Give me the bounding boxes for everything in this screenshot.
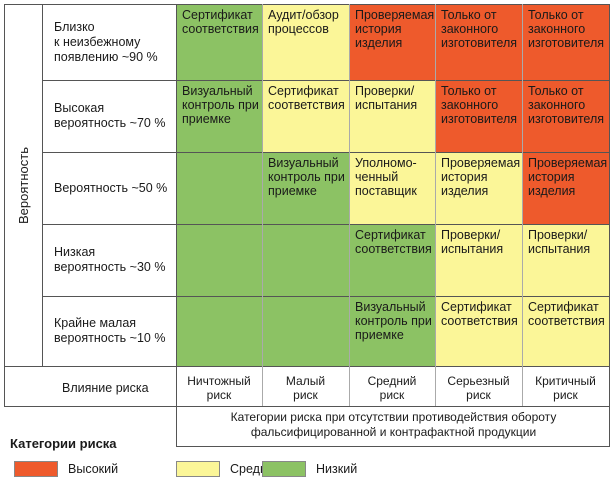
col-divider-4 <box>522 4 523 406</box>
matrix-cell: Проверки/ испытания <box>522 224 610 296</box>
matrix-cell: Только от законного изготовителя <box>435 4 522 80</box>
header-bottom-line <box>4 406 610 407</box>
matrix-cell: Проверяемая история изделия <box>349 4 435 80</box>
matrix-caption: Категории риска при отсутствии противоде… <box>230 410 557 439</box>
matrix-cell-text: Аудит/обзор процессов <box>268 8 339 36</box>
matrix-cell <box>176 296 262 366</box>
col-divider-1 <box>262 4 263 406</box>
matrix-cell-text: Проверки/ испытания <box>441 228 504 256</box>
matrix-cell: Проверяемая история изделия <box>435 152 522 224</box>
row-divider-4 <box>42 296 610 297</box>
row-label-10: Крайне малая вероятность ~10 % <box>54 316 166 345</box>
matrix-cell: Проверяемая история изделия <box>522 152 610 224</box>
matrix-cell <box>176 152 262 224</box>
column-header-minor: Малый риск <box>285 374 326 402</box>
matrix-left-line <box>176 4 177 446</box>
row-divider-2 <box>42 152 610 153</box>
matrix-cell: Только от законного изготовителя <box>522 4 610 80</box>
matrix-cell: Визуальный контроль при приемке <box>262 152 349 224</box>
legend-swatch-medium <box>176 461 220 477</box>
legend-swatch-high <box>14 461 58 477</box>
matrix-cell-text: Сертификат соответствия <box>355 228 432 256</box>
legend-swatch-low <box>262 461 306 477</box>
row-label-50: Вероятность ~50 % <box>54 180 168 195</box>
matrix-cell-text: Визуальный контроль при приемке <box>355 300 432 342</box>
matrix-cell-text: Проверки/ испытания <box>355 84 418 112</box>
matrix-cell-text: Сертификат соответствия <box>182 8 259 36</box>
matrix-cell: Проверки/ испытания <box>435 224 522 296</box>
matrix-cell: Аудит/обзор процессов <box>262 4 349 80</box>
matrix-cell-text: Сертификат соответствия <box>268 84 345 112</box>
matrix-cell: Сертификат соответствия <box>176 4 262 80</box>
matrix-cell <box>262 296 349 366</box>
matrix-cell: Только от законного изготовителя <box>522 80 610 152</box>
matrix-cell: Проверки/ испытания <box>349 80 435 152</box>
col-divider-3 <box>435 4 436 406</box>
matrix-cell-text: Только от законного изготовителя <box>528 84 605 126</box>
impact-label: Влияние риска <box>62 380 149 395</box>
matrix-cell-text: Визуальный контроль при приемке <box>182 84 259 126</box>
matrix-cell-text: Сертификат соответствия <box>441 300 518 328</box>
row-label-90: Близко к неизбежному появлению ~90 % <box>54 19 158 64</box>
matrix-cell <box>262 224 349 296</box>
matrix-cell-text: Проверяемая история изделия <box>441 156 521 198</box>
column-header-critical: Критичный риск <box>535 374 596 402</box>
column-header-negligible: Ничтожный риск <box>187 374 251 402</box>
matrix-cell-text: Только от законного изготовителя <box>441 84 518 126</box>
matrix-right-line <box>609 4 610 446</box>
column-header-serious: Серьезный риск <box>447 374 510 402</box>
matrix-cell-text: Только от законного изготовителя <box>441 8 518 50</box>
matrix-cell: Сертификат соответствия <box>522 296 610 366</box>
outer-left-line <box>4 4 5 406</box>
matrix-cell: Сертификат соответствия <box>435 296 522 366</box>
matrix-cell <box>176 224 262 296</box>
legend-title: Категории риска <box>10 436 117 451</box>
legend-label-low: Низкий <box>316 462 358 476</box>
y-axis-label: Вероятность <box>15 146 31 224</box>
col-divider-2 <box>349 4 350 406</box>
row-divider-3 <box>42 224 610 225</box>
matrix-cell-text: Проверки/ испытания <box>528 228 591 256</box>
caption-bottom-line <box>176 446 610 447</box>
label-divider-line <box>42 4 43 366</box>
matrix-cell-text: Визуальный контроль при приемке <box>268 156 345 198</box>
matrix-cell: Сертификат соответствия <box>262 80 349 152</box>
row-divider-1 <box>42 80 610 81</box>
row-label-70: Высокая вероятность ~70 % <box>54 101 166 130</box>
matrix-cell: Сертификат соответствия <box>349 224 435 296</box>
matrix-cell-text: Проверяемая история изделия <box>528 156 608 198</box>
matrix-cell-text: Только от законного изготовителя <box>528 8 605 50</box>
matrix-bottom-line <box>4 366 610 367</box>
matrix-cell: Визуальный контроль при приемке <box>176 80 262 152</box>
matrix-cell: Только от законного изготовителя <box>435 80 522 152</box>
matrix-cell-text: Сертификат соответствия <box>528 300 605 328</box>
column-header-medium: Средний риск <box>367 374 417 402</box>
matrix-cell-text: Уполномо- ченный поставщик <box>355 156 417 198</box>
legend-label-high: Высокий <box>68 462 119 476</box>
row-label-30: Низкая вероятность ~30 % <box>54 245 166 274</box>
matrix-cell-text: Проверяемая история изделия <box>355 8 435 50</box>
matrix-cell: Визуальный контроль при приемке <box>349 296 435 366</box>
matrix-cell: Уполномо- ченный поставщик <box>349 152 435 224</box>
top-line <box>4 4 610 5</box>
